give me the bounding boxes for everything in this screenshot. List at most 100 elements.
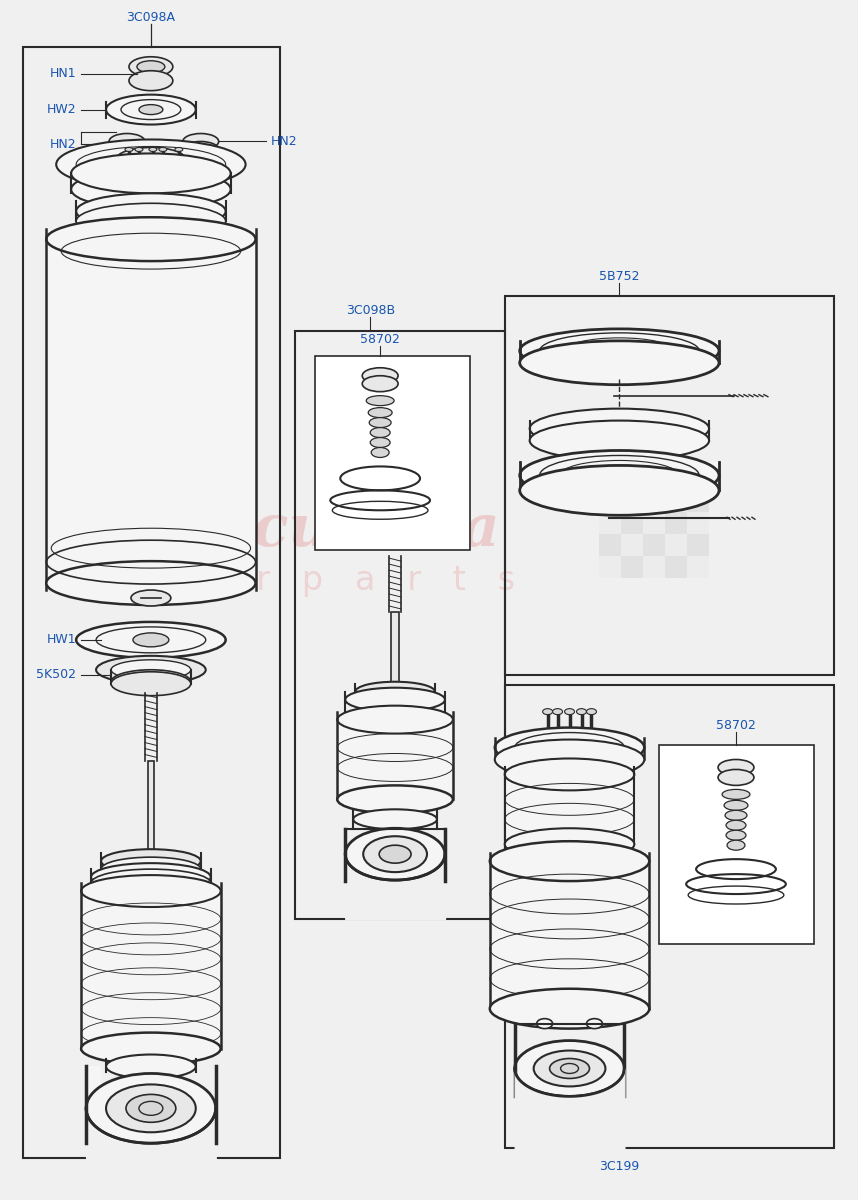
Bar [665, 491, 687, 512]
Bar [91, 869, 211, 883]
Ellipse shape [71, 169, 231, 209]
Ellipse shape [135, 148, 143, 151]
Bar [490, 853, 650, 874]
Ellipse shape [111, 672, 190, 696]
Ellipse shape [553, 709, 563, 715]
Ellipse shape [368, 408, 392, 418]
Ellipse shape [133, 632, 169, 647]
Text: 5B752: 5B752 [599, 270, 639, 283]
Bar [505, 685, 834, 1148]
Ellipse shape [139, 104, 163, 114]
Ellipse shape [515, 1040, 625, 1097]
Ellipse shape [565, 709, 575, 715]
Ellipse shape [520, 450, 719, 500]
Ellipse shape [490, 841, 650, 881]
Ellipse shape [96, 656, 206, 684]
Bar [23, 47, 281, 1158]
Text: HW2: HW2 [46, 103, 76, 116]
Ellipse shape [366, 396, 394, 406]
Bar [659, 744, 813, 944]
Bar [337, 712, 453, 726]
Bar [621, 491, 644, 512]
Bar [490, 862, 650, 1009]
Bar [159, 1067, 166, 1136]
Ellipse shape [57, 139, 245, 190]
Ellipse shape [131, 590, 171, 606]
Bar [505, 774, 634, 845]
Bar [46, 239, 256, 583]
Bar [86, 1067, 101, 1136]
Bar [391, 612, 399, 691]
Ellipse shape [76, 193, 226, 229]
Bar [111, 670, 190, 684]
Ellipse shape [542, 709, 553, 715]
Ellipse shape [370, 438, 390, 448]
Text: HN1: HN1 [50, 67, 76, 80]
Ellipse shape [727, 840, 745, 850]
Ellipse shape [345, 688, 445, 712]
Bar [368, 373, 392, 384]
Bar [644, 556, 665, 578]
Ellipse shape [718, 760, 754, 775]
Bar [495, 738, 644, 760]
Bar [520, 462, 719, 488]
Bar [529, 420, 709, 440]
Ellipse shape [577, 709, 587, 715]
Ellipse shape [106, 1085, 196, 1133]
Bar [106, 102, 196, 118]
Bar [71, 173, 231, 196]
Ellipse shape [137, 61, 165, 73]
Ellipse shape [355, 682, 435, 702]
Bar [687, 512, 709, 534]
Ellipse shape [520, 329, 719, 373]
Ellipse shape [86, 1074, 215, 1144]
Ellipse shape [529, 409, 709, 449]
Ellipse shape [91, 869, 211, 898]
Ellipse shape [76, 622, 226, 658]
Bar [505, 768, 634, 784]
Bar [644, 512, 665, 534]
Ellipse shape [101, 850, 201, 874]
Ellipse shape [370, 427, 390, 438]
Bar [316, 355, 470, 550]
Ellipse shape [101, 857, 201, 881]
Bar [600, 534, 621, 556]
Ellipse shape [183, 142, 219, 157]
Bar [337, 720, 453, 799]
Bar [295, 331, 505, 919]
Ellipse shape [345, 828, 445, 880]
Ellipse shape [362, 367, 398, 384]
Bar [82, 892, 221, 1049]
Ellipse shape [724, 800, 748, 810]
Ellipse shape [726, 830, 746, 840]
Bar [520, 341, 719, 362]
Bar [687, 534, 709, 556]
Bar [355, 684, 435, 697]
Ellipse shape [725, 810, 747, 821]
Ellipse shape [106, 95, 196, 125]
Ellipse shape [159, 148, 166, 151]
Bar [600, 556, 621, 578]
Ellipse shape [587, 1019, 602, 1028]
Text: HN2: HN2 [50, 138, 76, 151]
Ellipse shape [149, 148, 157, 151]
Text: scuderia: scuderia [221, 502, 500, 558]
Ellipse shape [495, 739, 644, 780]
Bar [82, 883, 221, 899]
Bar [665, 556, 687, 578]
Ellipse shape [106, 1055, 196, 1079]
Bar [76, 202, 226, 232]
Text: 58702: 58702 [360, 332, 400, 346]
Ellipse shape [116, 148, 186, 172]
Text: 58702: 58702 [716, 719, 756, 732]
Ellipse shape [722, 790, 750, 799]
Bar [148, 762, 154, 862]
Ellipse shape [337, 785, 453, 814]
Text: 3C098A: 3C098A [126, 11, 175, 24]
Text: HW1: HW1 [46, 634, 76, 647]
Bar [600, 491, 621, 512]
Ellipse shape [529, 420, 709, 461]
Bar [621, 534, 644, 556]
Ellipse shape [126, 1094, 176, 1122]
Bar [665, 534, 687, 556]
